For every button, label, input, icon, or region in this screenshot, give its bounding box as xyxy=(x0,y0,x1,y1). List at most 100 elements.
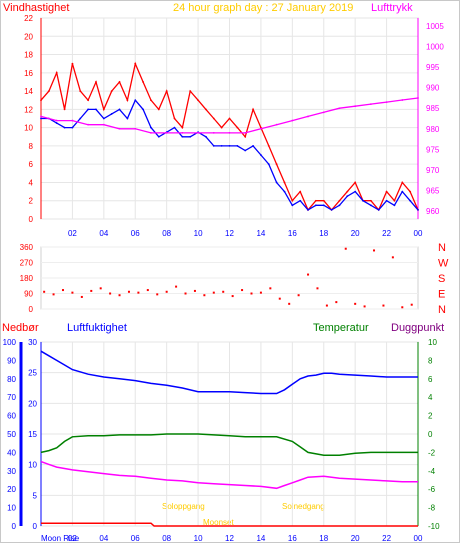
data-point xyxy=(63,108,66,111)
direction-point xyxy=(80,295,83,298)
data-point xyxy=(362,199,364,202)
direction-point xyxy=(127,290,130,293)
data-point xyxy=(71,126,74,129)
compass-label: N xyxy=(438,242,446,254)
direction-point xyxy=(363,305,366,308)
direction-point xyxy=(99,287,102,290)
data-point xyxy=(244,131,247,134)
data-point xyxy=(417,208,419,211)
y-right-tick-label: -6 xyxy=(428,485,436,494)
dewpoint-line xyxy=(40,460,418,490)
data-point xyxy=(126,117,129,120)
data-point xyxy=(212,145,215,147)
direction-point xyxy=(61,289,64,292)
data-point xyxy=(197,99,199,102)
data-point xyxy=(63,126,66,129)
data-point xyxy=(110,90,113,92)
y-right-tick-label: 8 xyxy=(428,356,433,365)
precip-tick-label: 20 xyxy=(7,485,16,494)
data-point xyxy=(291,199,294,202)
x-tick-label: 06 xyxy=(131,229,140,238)
data-point xyxy=(409,199,412,202)
direction-point xyxy=(410,303,413,306)
data-point xyxy=(87,123,90,126)
y-right-tick-label: -10 xyxy=(428,522,440,531)
wind-speed-label: Vindhastighet xyxy=(3,2,69,14)
data-point xyxy=(87,99,90,102)
data-point xyxy=(260,154,262,156)
precip-tick-label: 60 xyxy=(7,412,16,421)
y-left-tick-label: 0 xyxy=(29,215,34,224)
data-point xyxy=(354,190,357,193)
wind-pressure-chart: 02 04 06 08 10 12 14 16 18 20 22 000246810121416182… xyxy=(24,14,444,238)
direction-point xyxy=(382,304,385,307)
data-point xyxy=(189,135,192,138)
humidity-tick-label: 10 xyxy=(28,461,37,470)
direction-point xyxy=(43,290,46,293)
direction-point xyxy=(193,289,196,292)
direction-point xyxy=(165,290,168,293)
y-right-tick-label: -4 xyxy=(428,467,436,476)
direction-point xyxy=(231,295,234,298)
data-point xyxy=(291,204,294,207)
direction-point xyxy=(288,302,291,305)
y-right-tick-label: 2 xyxy=(428,412,433,421)
y-right-tick-label: 995 xyxy=(426,63,440,72)
data-point xyxy=(205,108,207,111)
data-point xyxy=(417,97,419,99)
data-point xyxy=(110,113,113,115)
direction-point xyxy=(335,301,338,304)
y-left-tick-label: 16 xyxy=(24,69,33,78)
y-right-tick-label: 0 xyxy=(428,430,433,439)
temperature-label: Temperatur xyxy=(313,322,369,334)
direction-point xyxy=(212,291,215,294)
y-left-tick-label: 20 xyxy=(24,32,33,41)
y-left-tick-label: 22 xyxy=(24,14,33,23)
y-left-tick-label: 0 xyxy=(29,305,34,314)
data-point xyxy=(377,208,380,211)
data-point xyxy=(181,126,184,129)
data-point xyxy=(244,135,247,138)
data-point xyxy=(102,123,105,126)
pressure-label: Lufttrykk xyxy=(371,2,413,14)
y-left-tick-label: 12 xyxy=(24,105,33,114)
y-left-tick-label: 14 xyxy=(24,87,33,96)
direction-point xyxy=(137,291,140,294)
y-right-tick-label: 4 xyxy=(428,393,433,402)
data-point xyxy=(150,126,152,129)
y-left-tick-label: 4 xyxy=(29,178,34,187)
x-tick-label: 00 xyxy=(414,534,423,543)
data-point xyxy=(369,204,372,207)
data-point xyxy=(385,190,388,193)
data-point xyxy=(314,204,317,207)
compass-label: S xyxy=(438,273,445,285)
y-left-tick-label: 8 xyxy=(29,142,34,151)
x-tick-label: 02 xyxy=(68,534,77,543)
data-point xyxy=(260,127,262,130)
precip-tick-label: 0 xyxy=(12,522,17,531)
precip-tick-label: 10 xyxy=(7,504,16,513)
y-right-tick-label: 975 xyxy=(426,145,440,154)
data-point xyxy=(299,199,302,202)
humidity-tick-label: 25 xyxy=(28,369,37,378)
data-point xyxy=(354,105,357,108)
data-point xyxy=(181,131,184,134)
data-point xyxy=(118,81,121,83)
direction-point xyxy=(109,292,112,295)
x-tick-label: 08 xyxy=(162,229,171,238)
direction-point xyxy=(146,289,149,292)
y-left-tick-label: 180 xyxy=(20,274,34,283)
data-point xyxy=(393,204,396,207)
data-point xyxy=(228,131,231,134)
y-left-tick-label: 90 xyxy=(24,290,33,299)
x-tick-label: 14 xyxy=(256,534,265,543)
data-point xyxy=(299,190,302,193)
data-point xyxy=(55,71,58,74)
x-tick-label: 04 xyxy=(99,534,108,543)
data-point xyxy=(189,90,192,92)
precipitation-line xyxy=(41,522,418,527)
y-right-tick-label: 985 xyxy=(426,104,440,113)
data-point xyxy=(118,127,121,130)
